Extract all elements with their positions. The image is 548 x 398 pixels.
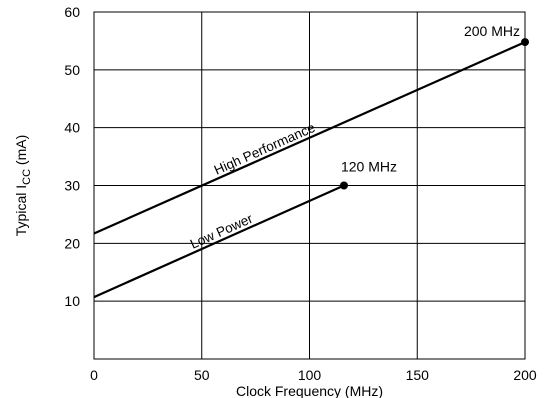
y-axis-label-main: Typical I (13, 185, 29, 236)
x-axis-tick-labels: 0 50 100 150 200 (90, 367, 537, 383)
y-axis-label: Typical ICC (mA) (13, 135, 33, 236)
series-name-label: High Performance (212, 120, 318, 178)
y-tick-label: 40 (64, 120, 80, 136)
series-group: High Performance 200 MHz Low Power 120 MHz (93, 23, 529, 299)
x-tick-label: 100 (298, 367, 322, 383)
plot-area-frame (93, 11, 526, 360)
series-line (93, 184, 345, 299)
y-tick-label: 60 (64, 4, 80, 20)
y-tick-label: 20 (64, 235, 80, 251)
series-name-label: Low Power (188, 211, 256, 252)
x-tick-label: 50 (194, 367, 210, 383)
series-line (93, 41, 526, 235)
grid-lines (94, 12, 525, 359)
series-endpoint-marker (339, 181, 348, 190)
y-tick-label: 30 (64, 178, 80, 194)
y-tick-label: 50 (64, 62, 80, 78)
y-axis-tick-labels: 10 20 30 40 50 60 (64, 4, 80, 309)
series-endpoint-label: 120 MHz (341, 159, 397, 175)
x-axis-label: Clock Frequency (MHz) (236, 383, 383, 398)
y-tick-label: 10 (64, 293, 80, 309)
x-tick-label: 0 (90, 367, 98, 383)
x-tick-label: 150 (406, 367, 430, 383)
series-endpoint-label: 200 MHz (464, 23, 520, 39)
x-tick-label: 200 (513, 367, 537, 383)
series-endpoint-marker (521, 38, 529, 47)
y-axis-label-unit: (mA) (13, 135, 29, 169)
y-axis-label-subscript: CC (21, 169, 33, 185)
